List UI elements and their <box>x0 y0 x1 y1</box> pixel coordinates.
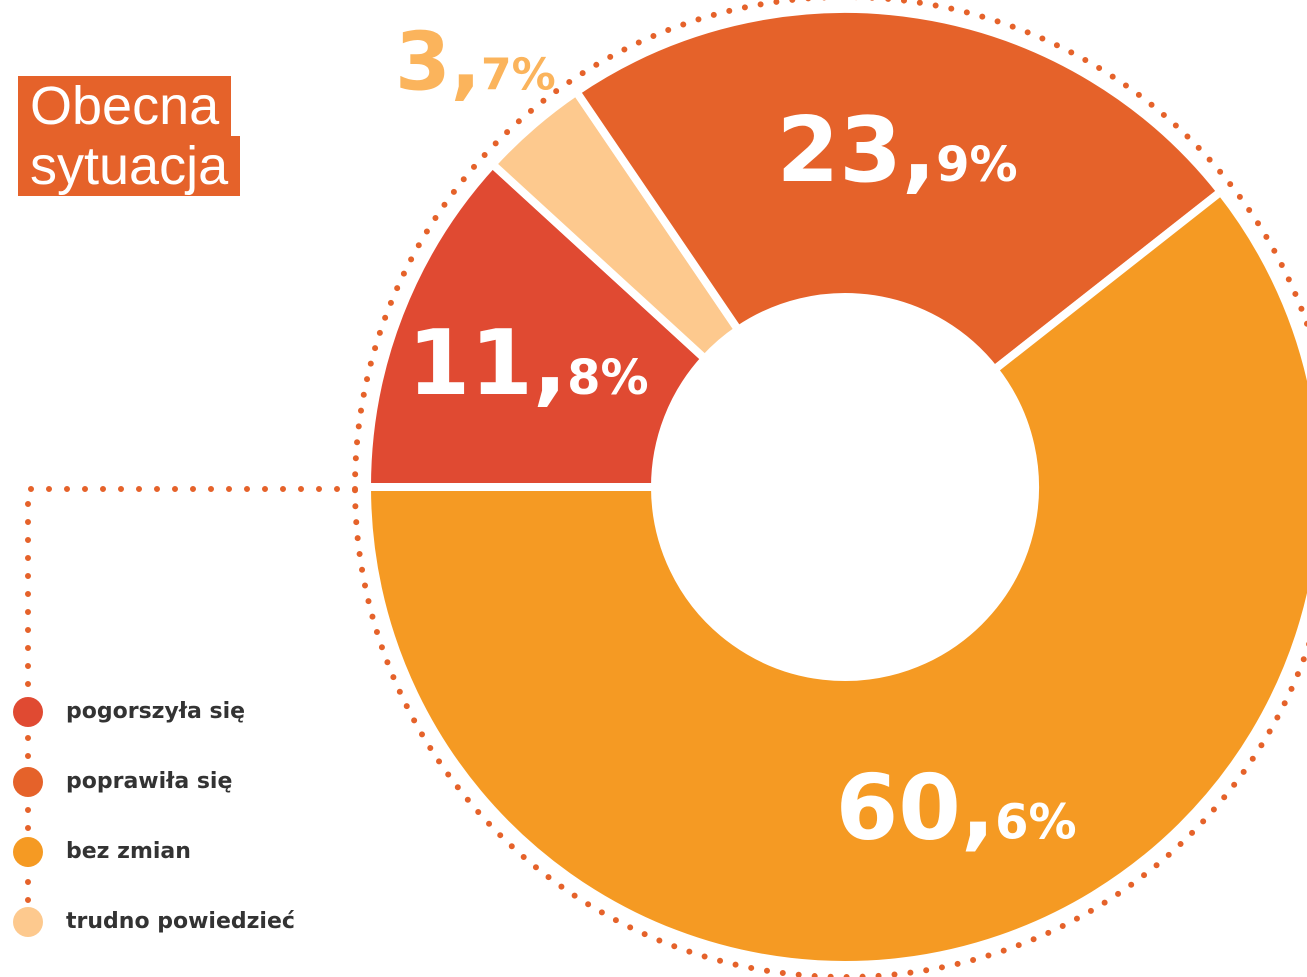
legend-marker <box>13 767 43 797</box>
title-box: Obecna sytuacja <box>18 76 278 196</box>
legend-label: trudno powiedzieć <box>66 909 295 934</box>
data-label: 60,6% <box>836 755 1077 860</box>
label-fraction: 9% <box>936 137 1018 193</box>
label-fraction: 8% <box>567 350 649 406</box>
dotted-connector <box>25 486 358 933</box>
slice <box>362 186 1307 969</box>
legend-marker <box>13 907 43 937</box>
legend-marker <box>13 697 43 727</box>
data-label: 3,7% <box>395 16 556 109</box>
chart-title: Obecna sytuacja <box>18 76 241 196</box>
legend-label: pogorszyła się <box>66 699 245 724</box>
label-main: 3, <box>395 16 481 109</box>
label-fraction: 6% <box>995 794 1076 850</box>
legend-label: bez zmian <box>66 839 191 864</box>
legend-marker <box>13 837 43 867</box>
slice <box>570 5 1227 376</box>
data-label: 11,8% <box>408 311 649 416</box>
label-main: 11, <box>408 311 567 416</box>
label-main: 23, <box>777 98 936 203</box>
label-fraction: 7% <box>481 50 556 101</box>
slice <box>362 158 711 491</box>
data-label: 23,9% <box>777 98 1018 203</box>
label-main: 60, <box>836 755 995 860</box>
legend-label: poprawiła się <box>66 769 232 794</box>
